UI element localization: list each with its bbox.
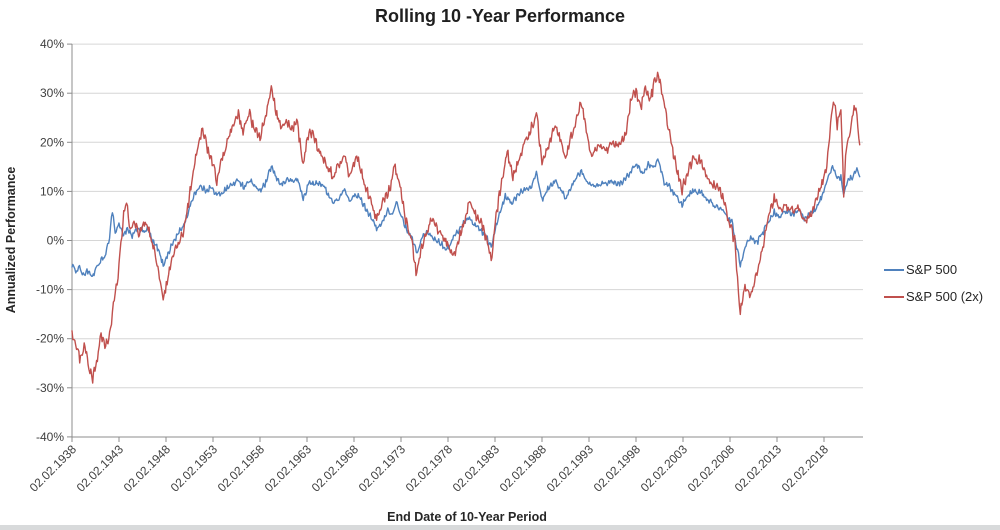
x-tick-label: 02.02.1998 <box>591 442 644 495</box>
x-tick-label: 02.02.2013 <box>732 442 785 495</box>
y-tick-label: -10% <box>36 283 64 297</box>
gridlines <box>72 43 863 389</box>
tick-labels: 40% 30% 20% 10% 0% -10% -20% -30% -40%02.02.1938… <box>27 37 832 494</box>
y-tick-label: -20% <box>36 332 64 346</box>
x-axis-title: End Date of 10-Year Period <box>387 510 547 524</box>
x-tick-label: 02.02.1988 <box>497 442 550 495</box>
y-tick-label: 30% <box>40 86 64 100</box>
y-tick-label: 40% <box>40 37 64 51</box>
x-tick-label: 02.02.1993 <box>544 442 597 495</box>
axes <box>67 43 863 442</box>
x-tick-label: 02.02.1943 <box>74 442 127 495</box>
series-line-sp500-2x <box>71 71 861 384</box>
chart-title: Rolling 10 -Year Performance <box>375 6 625 26</box>
series-lines <box>71 71 861 384</box>
x-tick-label: 02.02.1963 <box>262 442 315 495</box>
legend-label-sp500: S&P 500 <box>906 262 957 277</box>
x-tick-label: 02.02.1938 <box>27 442 80 495</box>
y-axis-title: Annualized Performance <box>4 167 18 314</box>
x-tick-label: 02.02.1948 <box>121 442 174 495</box>
legend: S&P 500 S&P 500 (2x) <box>884 262 983 304</box>
legend-label-sp500-2x: S&P 500 (2x) <box>906 289 983 304</box>
x-tick-label: 02.02.1958 <box>215 442 268 495</box>
bottom-strip <box>0 525 1000 530</box>
y-tick-label: 10% <box>40 184 64 198</box>
x-tick-label: 02.02.1968 <box>309 442 362 495</box>
y-tick-label: 20% <box>40 135 64 149</box>
y-tick-label: -30% <box>36 381 64 395</box>
x-tick-label: 02.02.2008 <box>685 442 738 495</box>
y-tick-label: -40% <box>36 430 64 444</box>
x-tick-label: 02.02.2003 <box>638 442 691 495</box>
x-tick-label: 02.02.1973 <box>356 442 409 495</box>
x-tick-label: 02.02.2018 <box>779 442 832 495</box>
x-tick-label: 02.02.1983 <box>450 442 503 495</box>
x-tick-label: 02.02.1978 <box>403 442 456 495</box>
y-tick-label: 0% <box>47 234 65 248</box>
x-tick-label: 02.02.1953 <box>168 442 221 495</box>
